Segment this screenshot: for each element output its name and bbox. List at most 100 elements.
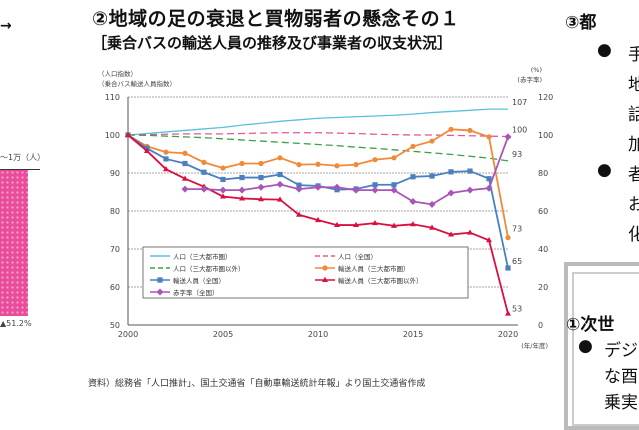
data-point-square [429, 173, 435, 179]
arrow-fragment: → [0, 18, 12, 34]
data-point-square [372, 182, 378, 188]
data-point-circle [467, 127, 473, 134]
data-point-triangle [182, 175, 188, 181]
data-point-circle [334, 163, 340, 169]
end-label: 53 [512, 305, 522, 314]
data-point-triangle [429, 224, 435, 230]
legend-label: 輸送人員（全国） [173, 276, 225, 285]
data-point-square [391, 182, 397, 188]
data-point-triangle [163, 166, 169, 172]
data-point-square [163, 156, 169, 162]
data-point-diamond [390, 186, 398, 194]
data-point-diamond [276, 180, 284, 188]
data-point-diamond [485, 184, 493, 192]
data-point-diamond [504, 133, 512, 141]
text-fragment: 話 [628, 105, 639, 125]
legend-label: 輸送人員（三大都市圏以外） [338, 276, 423, 285]
data-point-circle [429, 138, 435, 144]
data-point-diamond [371, 186, 379, 194]
legend-label: 赤字率（全国） [173, 288, 219, 297]
end-label: 93 [512, 150, 522, 159]
data-point-diamond [257, 183, 265, 191]
text-fragment: 乗実 [604, 393, 638, 413]
end-label: 65 [512, 257, 522, 266]
data-point-triangle [322, 276, 328, 282]
x-tick-label: 2010 [308, 330, 328, 339]
y-tick-label-right: 40 [538, 245, 548, 254]
bullet: ● [578, 336, 593, 356]
data-point-diamond [409, 198, 417, 205]
data-point-square [182, 160, 188, 167]
data-point-square [239, 174, 245, 181]
data-point-diamond [352, 186, 360, 194]
slide-title: ②地域の足の衰退と買物弱者の懸念その１ [92, 8, 460, 30]
data-point-circle [410, 143, 416, 149]
data-point-diamond [181, 185, 189, 193]
y-tick-label-right: 100 [538, 131, 553, 140]
data-point-square [296, 182, 302, 188]
data-point-square [486, 176, 492, 182]
data-point-circle [315, 161, 321, 167]
series-line-2 [127, 134, 509, 162]
bullet: ● [597, 40, 612, 60]
text-fragment: 地 [628, 75, 639, 95]
data-point-circle [220, 165, 226, 171]
data-point-triangle [125, 131, 131, 137]
text-fragment: 化 [628, 225, 639, 245]
x-tick-label: 2015 [403, 330, 423, 339]
data-point-circle [505, 235, 511, 241]
series-line-0 [127, 108, 508, 136]
data-point-square [258, 174, 264, 181]
x-tick-label: 2005 [213, 330, 233, 339]
data-point-diamond [295, 185, 303, 193]
data-point-triangle [315, 216, 321, 223]
data-point-triangle [467, 229, 473, 235]
x-tick-label: 2000 [118, 330, 138, 339]
data-point-square [505, 265, 511, 271]
text-fragment: デジ [604, 341, 638, 361]
data-point-square [201, 169, 207, 175]
data-point-triangle [220, 193, 226, 199]
data-point-circle [182, 150, 188, 156]
y-axis-label-right: (%) [531, 66, 542, 74]
data-point-diamond [466, 186, 474, 194]
data-point-circle [391, 155, 397, 161]
data-point-triangle [334, 221, 340, 228]
right-heading-3: ③都 [565, 13, 597, 33]
data-point-circle [448, 126, 454, 132]
legend-label: 輸送人員（三大都市圏） [338, 264, 410, 273]
series-line-1 [127, 132, 509, 138]
y-tick-label-left: 110 [105, 93, 120, 102]
data-point-diamond [238, 186, 246, 194]
text-fragment: な酉 [604, 367, 638, 387]
y-tick-label-right: 20 [538, 283, 548, 292]
data-point-diamond [447, 189, 455, 197]
data-point-diamond [219, 186, 227, 194]
y-axis-label-right: (赤字率) [517, 75, 542, 84]
data-point-square [467, 168, 473, 174]
data-point-circle [486, 134, 492, 140]
text-fragment: お [628, 195, 639, 215]
left-percent-label: ▲51.2% [0, 319, 32, 328]
y-tick-label-left: 50 [110, 321, 120, 330]
end-label: 107 [512, 98, 527, 107]
legend-label: 人口（全国） [338, 252, 377, 261]
y-tick-label-right: 0 [538, 321, 543, 330]
line-chart: 50 60 70 80 90 100 110 0 20 40 60 80 100 120 2000 2005 2… [98, 66, 553, 350]
data-point-diamond [428, 200, 436, 208]
y-tick-label-left: 90 [110, 169, 120, 178]
data-point-triangle [296, 211, 302, 217]
text-fragment: 加 [628, 135, 639, 155]
left-axis-line [0, 169, 40, 170]
x-axis-unit: (年/年度) [521, 341, 548, 350]
slide-subtitle: ［乗合バスの輸送人員の推移及び事業者の収支状況］ [92, 34, 453, 52]
legend-box [142, 246, 469, 299]
data-point-diamond [314, 183, 322, 191]
data-point-diamond [200, 185, 208, 193]
data-point-triangle [372, 219, 378, 226]
text-fragment: 者 [628, 165, 639, 185]
data-point-square [220, 176, 226, 183]
data-point-triangle [486, 237, 492, 243]
text-fragment: 手 [628, 45, 639, 65]
y-axis-label-left: （人口指数） [98, 69, 137, 78]
